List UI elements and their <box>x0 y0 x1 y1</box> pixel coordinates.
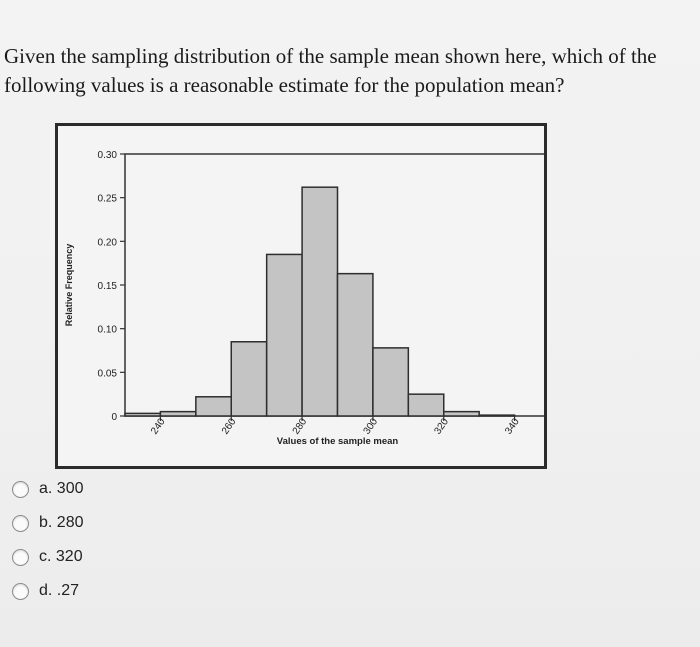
x-tick-label-3: 300 <box>362 416 381 436</box>
y-tick-label-4: 0.20 <box>98 237 118 248</box>
x-tick-label-0: 240 <box>149 416 168 436</box>
y-tick-label-3: 0.15 <box>98 281 118 292</box>
option-c[interactable]: c. 320 <box>0 544 83 570</box>
radio-d-icon[interactable] <box>12 582 29 600</box>
x-tick-label-1: 260 <box>220 416 239 436</box>
option-d-label: d. .27 <box>39 582 80 599</box>
histogram-bar-4 <box>265 253 303 417</box>
y-tick-label-5: 0.25 <box>98 194 118 205</box>
histogram-bar-0 <box>124 412 162 417</box>
radio-c-icon[interactable] <box>12 548 29 566</box>
y-tick-label-6: 0.30 <box>98 150 118 161</box>
radio-a-icon[interactable] <box>12 480 29 498</box>
y-tick-label-1: 0.05 <box>98 368 118 379</box>
option-b-label: b. 280 <box>39 514 84 531</box>
histogram-bar-9 <box>443 410 480 417</box>
y-tick-label-0: 0 <box>111 412 117 423</box>
histogram-bar-8 <box>407 393 445 417</box>
y-axis-title: Relative Frequency <box>64 244 74 327</box>
y-tick-label-2: 0.10 <box>98 325 118 336</box>
histogram-bar-3 <box>230 341 268 417</box>
histogram-bar-7 <box>372 347 410 417</box>
option-b[interactable]: b. 280 <box>0 510 83 536</box>
histogram-svg: 0 0.05 0.10 0.15 0.20 0.25 0.30 240 260 280 300 320… <box>64 150 544 447</box>
histogram-bar-10 <box>478 414 516 417</box>
option-d[interactable]: d. .27 <box>0 578 79 604</box>
x-tick-label-2: 280 <box>291 416 310 436</box>
x-axis-title: Values of the sample mean <box>277 436 399 447</box>
question-text: Given the sampling distribution of the s… <box>4 44 657 97</box>
histogram-chart: 0 0.05 0.10 0.15 0.20 0.25 0.30 240 260 280 300 320… <box>55 123 547 469</box>
x-tick-label-4: 320 <box>432 416 451 436</box>
option-a-label: a. 300 <box>39 480 84 497</box>
histogram-bar-1 <box>159 410 197 417</box>
x-tick-label-5: 340 <box>503 416 522 436</box>
radio-b-icon[interactable] <box>12 514 29 532</box>
histogram-bar-5 <box>301 186 339 417</box>
histogram-bar-2 <box>195 396 232 417</box>
option-a[interactable]: a. 300 <box>0 476 83 502</box>
histogram-bar-6 <box>336 272 374 417</box>
option-c-label: c. 320 <box>39 548 83 565</box>
